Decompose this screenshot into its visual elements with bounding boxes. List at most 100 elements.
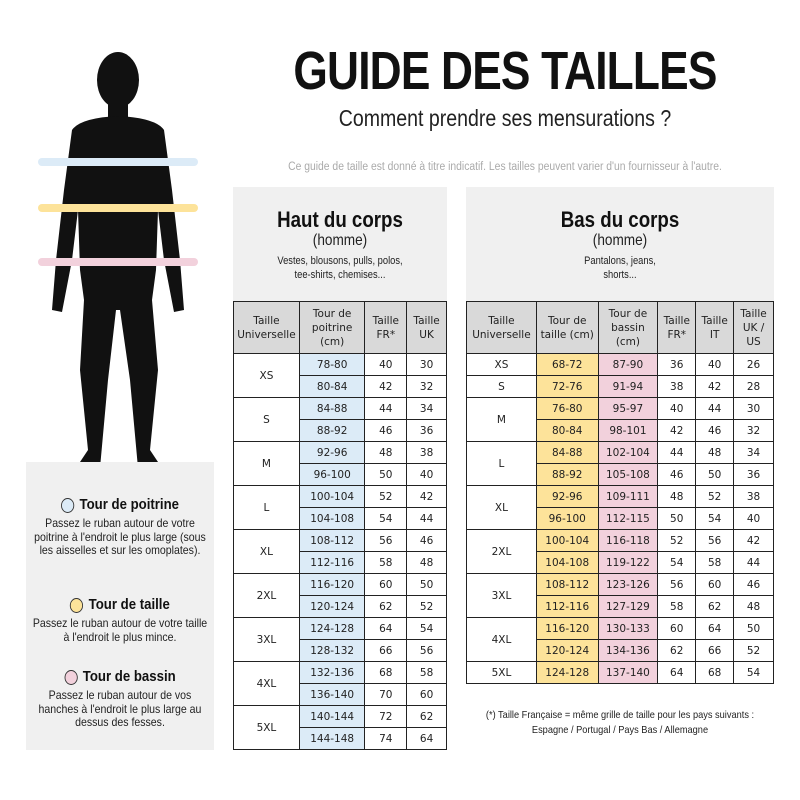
- value-cell: 112-116: [535, 595, 599, 618]
- legend-text: Passez le ruban autour de votre poitrine…: [34, 516, 206, 557]
- value-cell: 34: [406, 397, 447, 420]
- value-cell: 96-100: [298, 463, 366, 486]
- value-cell: 56: [657, 573, 697, 596]
- waist-band: [38, 204, 198, 212]
- column-header: Tour de poitrine (cm): [298, 301, 366, 354]
- value-cell: 102-104: [597, 441, 659, 464]
- value-cell: 66: [364, 639, 408, 662]
- table-row: 4XL 116-120 130-133 60 64 50: [466, 617, 774, 662]
- value-cell: 54: [695, 507, 735, 530]
- value-cell: 58: [364, 551, 408, 574]
- column-header: Taille Universelle: [466, 301, 537, 354]
- size-cell: XL: [466, 485, 537, 530]
- legend-hip: Tour de bassin Passez le ruban autour de…: [26, 668, 214, 730]
- table-row: S 72-76 91-94 38 42 28: [466, 375, 774, 398]
- size-cell: L: [233, 485, 300, 530]
- bottom-panel-header: Bas du corps (homme) Pantalons, jeans, s…: [466, 187, 774, 302]
- table-row: 120-124 134-136 62 66 52: [467, 639, 774, 662]
- legend-title: Tour de poitrine: [79, 496, 179, 513]
- value-cell: 124-128: [535, 661, 599, 684]
- size-cell: S: [466, 375, 537, 398]
- top-desc: Vestes, blousons, pulls, polos, tee-shir…: [277, 255, 403, 281]
- value-cell: 60: [695, 573, 735, 596]
- bottom-desc: Pantalons, jeans, shorts...: [584, 255, 656, 281]
- value-cell: 40: [406, 463, 447, 486]
- table-row: XS 78-80 40 30: [233, 353, 447, 398]
- value-cell: 58: [657, 595, 697, 618]
- value-cell: 120-124: [298, 595, 366, 618]
- value-cell: 46: [733, 573, 774, 596]
- column-header: Taille Universelle: [233, 301, 300, 354]
- value-cell: 87-90: [597, 353, 659, 376]
- value-cell: 52: [364, 485, 408, 508]
- value-cell: 44: [406, 507, 447, 530]
- value-cell: 54: [406, 617, 447, 640]
- legend-title: Tour de bassin: [82, 668, 176, 685]
- value-cell: 84-88: [298, 397, 366, 420]
- value-cell: 98-101: [597, 419, 659, 442]
- value-cell: 64: [657, 661, 697, 684]
- size-cell: 5XL: [466, 661, 537, 684]
- value-cell: 100-104: [298, 485, 366, 508]
- table-row: 5XL 140-144 72 62: [233, 705, 447, 750]
- value-cell: 64: [406, 727, 447, 750]
- value-cell: 44: [657, 441, 697, 464]
- bottom-title: Bas du corps: [560, 207, 680, 232]
- value-cell: 112-115: [597, 507, 659, 530]
- top-size-table: Taille Universelle Tour de poitrine (cm) T…: [233, 301, 447, 750]
- value-cell: 64: [695, 617, 735, 640]
- value-cell: 64: [364, 617, 408, 640]
- table-row: 112-116 127-129 58 62 48: [467, 595, 774, 618]
- value-cell: 120-124: [535, 639, 599, 662]
- chest-band: [38, 158, 198, 166]
- table-row: 88-92 105-108 46 50 36: [467, 463, 774, 486]
- table-row: L 84-88 102-104 44 48 34: [466, 441, 774, 486]
- value-cell: 109-111: [597, 485, 659, 508]
- legend-text: Passez le ruban autour de votre taille à…: [32, 616, 208, 644]
- table-row: 144-148 74 64: [234, 727, 447, 750]
- value-cell: 116-118: [597, 529, 659, 552]
- value-cell: 74: [364, 727, 408, 750]
- value-cell: 104-108: [298, 507, 366, 530]
- size-cell: 3XL: [466, 573, 537, 618]
- value-cell: 70: [364, 683, 408, 706]
- value-cell: 38: [406, 441, 447, 464]
- column-header: Taille IT: [695, 301, 735, 354]
- table-row: 88-92 46 36: [234, 419, 447, 442]
- value-cell: 50: [695, 463, 735, 486]
- table-row: XL 92-96 109-111 48 52 38: [466, 485, 774, 530]
- value-cell: 58: [695, 551, 735, 574]
- size-cell: L: [466, 441, 537, 486]
- value-cell: 48: [695, 441, 735, 464]
- value-cell: 68: [364, 661, 408, 684]
- size-cell: S: [233, 397, 300, 442]
- value-cell: 32: [733, 419, 774, 442]
- value-cell: 48: [406, 551, 447, 574]
- table-row: 120-124 62 52: [234, 595, 447, 618]
- value-cell: 116-120: [535, 617, 599, 640]
- value-cell: 52: [657, 529, 697, 552]
- value-cell: 52: [733, 639, 774, 662]
- value-cell: 42: [695, 375, 735, 398]
- value-cell: 144-148: [298, 727, 366, 750]
- value-cell: 54: [733, 661, 774, 684]
- value-cell: 84-88: [535, 441, 599, 464]
- bottom-size-table: Taille Universelle Tour de taille (cm) Tou…: [466, 301, 774, 684]
- value-cell: 38: [657, 375, 697, 398]
- value-cell: 42: [406, 485, 447, 508]
- footnote: (*) Taille Française = même grille de ta…: [485, 709, 755, 736]
- column-header: Taille FR*: [364, 301, 408, 354]
- value-cell: 62: [657, 639, 697, 662]
- value-cell: 42: [657, 419, 697, 442]
- value-cell: 44: [733, 551, 774, 574]
- table-row: 4XL 132-136 68 58: [233, 661, 447, 706]
- legend-chest: Tour de poitrine Passez le ruban autour …: [26, 496, 214, 558]
- table-row: 104-108 119-122 54 58 44: [467, 551, 774, 574]
- value-cell: 95-97: [597, 397, 659, 420]
- value-cell: 128-132: [298, 639, 366, 662]
- value-cell: 134-136: [597, 639, 659, 662]
- table-row: 5XL 124-128 137-140 64 68 54: [466, 661, 774, 684]
- table-row: 104-108 54 44: [234, 507, 447, 530]
- value-cell: 123-126: [597, 573, 659, 596]
- value-cell: 60: [364, 573, 408, 596]
